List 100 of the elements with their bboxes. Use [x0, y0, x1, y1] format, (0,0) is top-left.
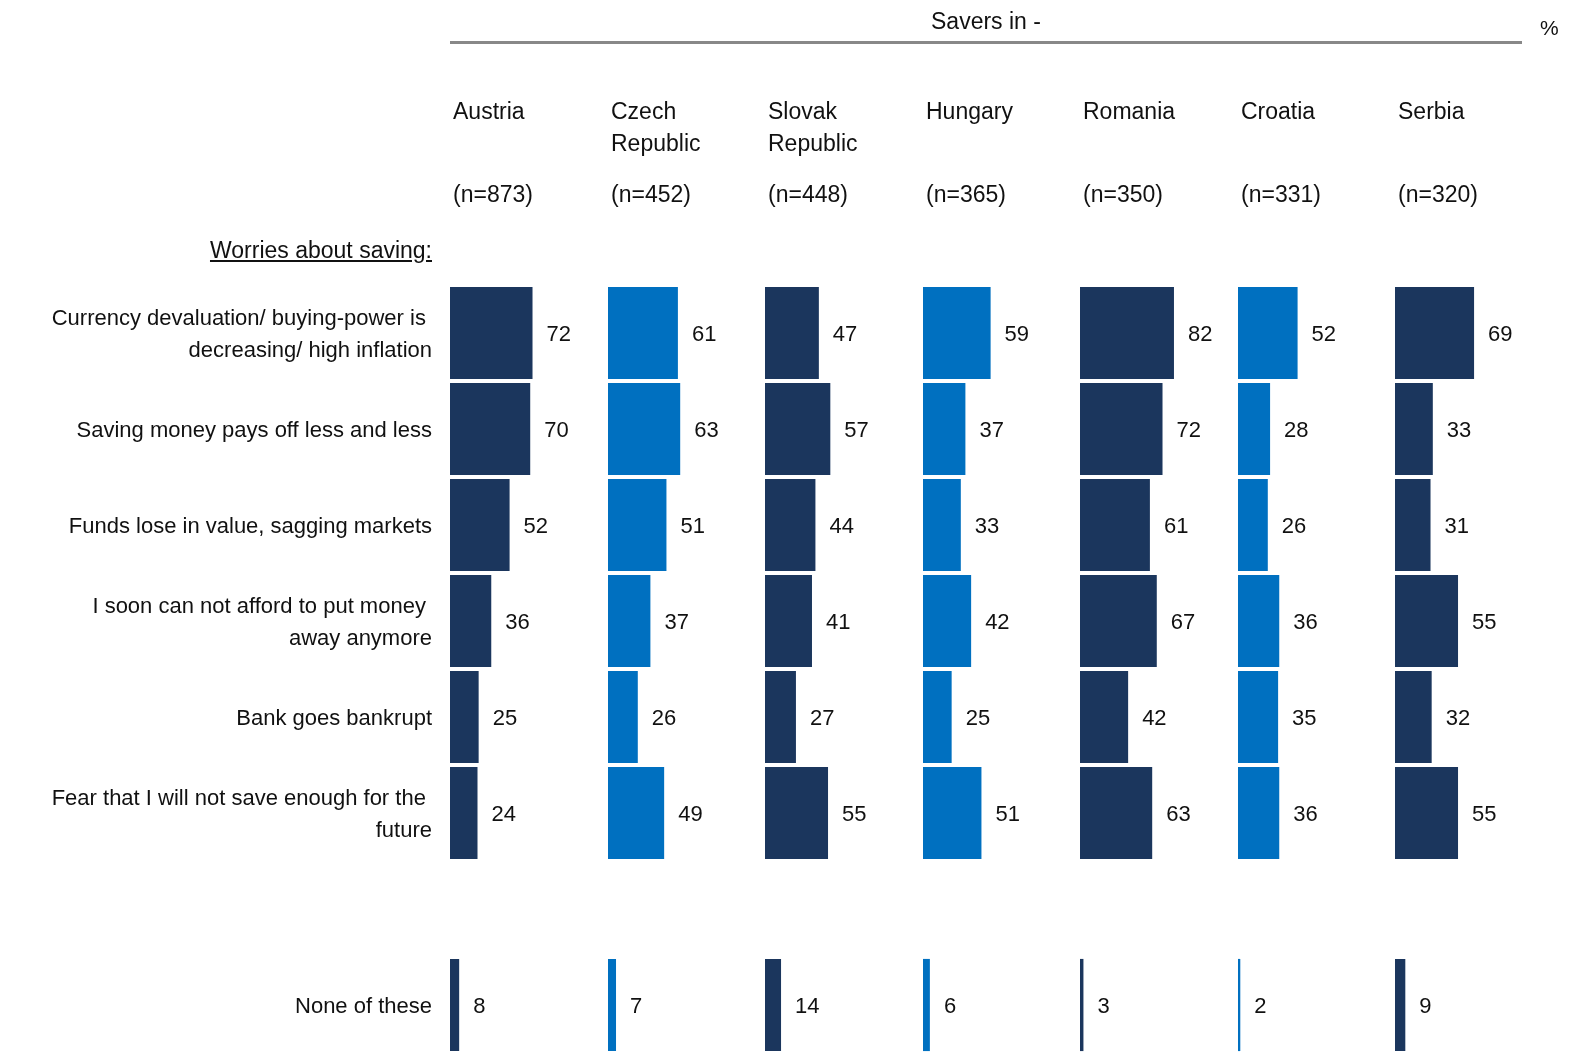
bar [765, 766, 829, 860]
bar [1080, 286, 1174, 380]
data-label: 14 [795, 992, 820, 1018]
chart-subtitle: (n=365) [925, 180, 1006, 207]
bar [765, 478, 816, 572]
bar [607, 382, 680, 476]
data-label: 55 [842, 800, 867, 826]
data-label: 36 [505, 608, 530, 634]
data-label: 41 [825, 608, 851, 634]
data-label: 26 [1281, 512, 1306, 538]
data-label: 8 [473, 992, 486, 1018]
chart-title: Austria [453, 98, 525, 124]
text: Savers in - [450, 8, 1522, 44]
data-label: 72 [1176, 416, 1201, 442]
bar [1080, 766, 1153, 860]
data-label: 59 [1004, 320, 1029, 346]
data-label: 42 [1142, 704, 1167, 730]
chart-subtitle: (n=448) [768, 180, 848, 207]
text: % [1540, 16, 1559, 40]
y-tick-label: Bank goes bankrupt [236, 704, 432, 730]
bar [607, 286, 678, 380]
bar [922, 958, 930, 1052]
bar [1237, 766, 1279, 860]
data-label: 82 [1187, 320, 1213, 346]
bar [607, 670, 638, 764]
bar [1080, 670, 1129, 764]
data-label: 3 [1097, 992, 1110, 1018]
data-label: 51 [994, 800, 1020, 826]
chart-title: Czech Republic [610, 98, 700, 156]
data-label: 33 [974, 512, 999, 538]
data-label: 63 [1166, 800, 1191, 826]
chart-subtitle: (n=331) [1240, 180, 1321, 207]
bar [1237, 286, 1298, 380]
bar [607, 766, 664, 860]
bar [1395, 958, 1406, 1052]
bar [450, 286, 533, 380]
data-label: 36 [1292, 800, 1318, 826]
data-label: 52 [523, 512, 549, 538]
bar [1080, 574, 1157, 668]
data-label: 67 [1170, 608, 1196, 634]
bar [1395, 382, 1433, 476]
bar [1237, 670, 1278, 764]
data-label: 49 [677, 800, 703, 826]
chart-title: Croatia [1240, 98, 1315, 124]
data-label: 37 [978, 416, 1004, 442]
chart-subtitle: (n=873) [453, 180, 533, 207]
data-label: 44 [829, 512, 854, 538]
bar [1080, 382, 1163, 476]
y-tick-label: Currency devaluation/ buying-power is decreasing/ high inflation [51, 304, 432, 362]
data-label: 57 [844, 416, 869, 442]
chart-subtitle: (n=452) [610, 180, 691, 207]
chart-subtitle: (n=320) [1398, 180, 1478, 207]
data-label: 32 [1445, 704, 1471, 730]
y-tick-label: I soon can not afford to put money away anymore [92, 592, 432, 650]
data-label: 37 [663, 608, 689, 634]
bar [765, 670, 796, 764]
y-tick-label: Saving money pays off less and less [76, 416, 432, 442]
bar [450, 382, 531, 476]
bar [922, 478, 961, 572]
bar [450, 670, 479, 764]
bar [765, 286, 819, 380]
data-label: 72 [546, 320, 571, 346]
chart-title: Hungary [925, 98, 1013, 124]
data-label: 25 [492, 704, 518, 730]
data-label: 61 [691, 320, 716, 346]
data-label: 63 [693, 416, 719, 442]
y-tick-label: None of these [295, 992, 432, 1018]
bar [1237, 574, 1279, 668]
data-label: 70 [544, 416, 569, 442]
bar [765, 958, 782, 1052]
bar [1237, 382, 1270, 476]
chart-title: Slovak Republic [768, 98, 858, 156]
data-label: 52 [1311, 320, 1336, 346]
data-label: 6 [943, 992, 956, 1018]
bar [922, 286, 991, 380]
bar [607, 478, 666, 572]
bar [1237, 478, 1268, 572]
data-label: 36 [1292, 608, 1318, 634]
data-label: 24 [491, 800, 516, 826]
bar [765, 574, 812, 668]
data-label: 27 [809, 704, 835, 730]
bar [922, 574, 971, 668]
bar [1080, 478, 1150, 572]
data-label: 28 [1283, 416, 1309, 442]
data-label: 55 [1472, 800, 1497, 826]
data-label: 51 [679, 512, 705, 538]
bar [1395, 766, 1459, 860]
chart-title: Serbia [1398, 98, 1465, 124]
y-tick-label: Fear that I will not save enough for the future [51, 784, 432, 842]
bar [607, 958, 616, 1052]
data-label: 61 [1163, 512, 1189, 538]
bar [450, 478, 510, 572]
chart-title: Romania [1083, 98, 1176, 124]
bar [450, 574, 492, 668]
data-label: 25 [965, 704, 990, 730]
y-tick-label: Funds lose in value, sagging markets [68, 512, 432, 538]
data-label: 9 [1419, 992, 1432, 1018]
data-label: 26 [651, 704, 676, 730]
bar [1395, 286, 1475, 380]
bar [450, 766, 478, 860]
